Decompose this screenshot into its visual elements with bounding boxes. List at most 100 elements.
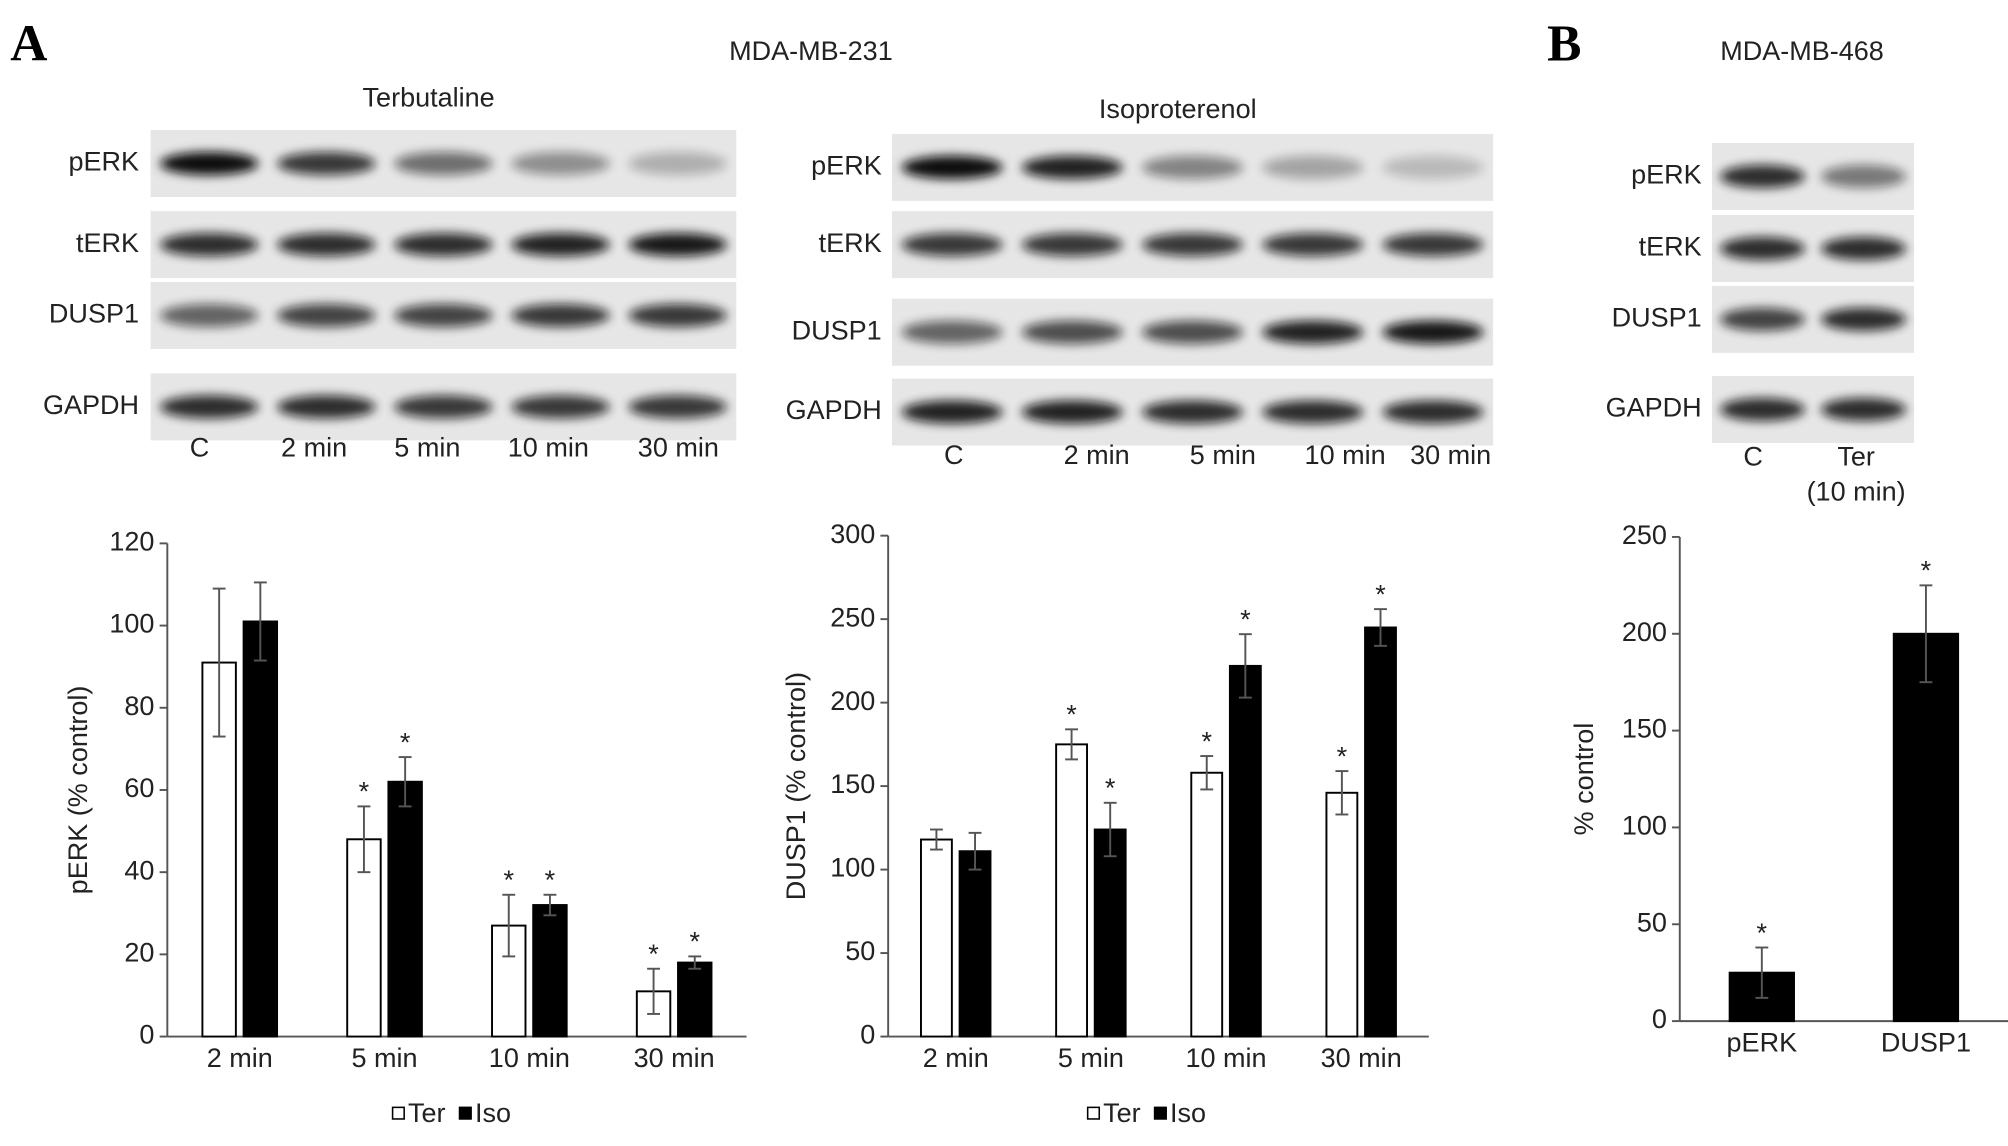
- y-tick-label: 50: [845, 936, 875, 966]
- blot-band: [394, 395, 493, 419]
- blot-title: Isoproterenol: [1099, 94, 1257, 124]
- x-tick-label: 30 min: [634, 1043, 715, 1073]
- x-tick-label: 2 min: [923, 1043, 989, 1073]
- error-bar: [357, 805, 371, 874]
- blot-band: [511, 395, 610, 419]
- error-bar: [502, 893, 516, 958]
- blot-band: [1142, 400, 1244, 424]
- panel-label: A: [10, 16, 47, 73]
- blot-row-label: GAPDH: [1606, 393, 1702, 423]
- blot-band: [1382, 233, 1484, 257]
- blot-band: [901, 400, 1003, 424]
- significance-mark: *: [1201, 726, 1212, 756]
- x-tick-label: 2 min: [207, 1043, 273, 1073]
- blot-band: [1021, 320, 1123, 344]
- bar: [958, 850, 992, 1038]
- lane-label: 2 min: [281, 433, 347, 463]
- significance-mark: *: [1757, 918, 1768, 948]
- y-tick-label: 200: [830, 686, 875, 716]
- y-tick-label: 100: [830, 853, 875, 883]
- blot-band: [1382, 320, 1484, 344]
- blot-band: [901, 320, 1003, 344]
- bar: [1228, 664, 1262, 1038]
- y-tick-label: 250: [1622, 520, 1667, 550]
- y-axis-label: DUSP1 (% control): [781, 672, 811, 900]
- blot-band: [1821, 397, 1906, 422]
- significance-mark: *: [1066, 700, 1077, 730]
- y-tick-label: 300: [830, 519, 875, 549]
- x-tick-label: pERK: [1727, 1027, 1798, 1057]
- y-tick-label: 100: [109, 609, 154, 639]
- blot-band: [628, 303, 727, 328]
- blot-band: [511, 151, 610, 176]
- legend-swatch: [1086, 1106, 1101, 1120]
- y-tick-label: 50: [1637, 907, 1667, 937]
- blot-band: [1142, 320, 1244, 344]
- bar: [1325, 791, 1359, 1038]
- error-bar: [647, 967, 661, 1015]
- error-bar: [1919, 584, 1933, 684]
- blot-band: [1262, 155, 1364, 179]
- error-bar: [1065, 728, 1079, 761]
- blot-row-label: pERK: [68, 147, 139, 177]
- blot-band: [277, 303, 376, 328]
- x-tick-label: 5 min: [352, 1043, 418, 1073]
- blot-row-label: tERK: [1639, 232, 1702, 262]
- bar: [1892, 632, 1960, 1023]
- y-tick-label: 0: [1652, 1004, 1667, 1034]
- y-tick-label: 200: [1622, 617, 1667, 647]
- significance-mark: *: [1105, 773, 1116, 803]
- blot-row-label: DUSP1: [1612, 302, 1702, 332]
- blot-band: [628, 395, 727, 419]
- blot-band: [159, 303, 259, 328]
- blot-band: [511, 233, 610, 257]
- significance-mark: *: [359, 777, 370, 807]
- blot-band: [1021, 233, 1123, 257]
- panel-title: MDA-MB-231: [729, 36, 893, 66]
- y-tick-label: 80: [124, 691, 154, 721]
- lane-label: 5 min: [394, 433, 460, 463]
- error-bar: [398, 756, 412, 808]
- blot-band: [511, 303, 610, 328]
- blot-row-label: DUSP1: [792, 315, 882, 345]
- y-tick-label: 150: [830, 769, 875, 799]
- blot-row-label: GAPDH: [43, 390, 139, 420]
- lane-label: C: [1743, 442, 1763, 472]
- legend-label: Ter: [408, 1098, 446, 1128]
- bar: [242, 620, 279, 1038]
- blot-band: [901, 155, 1003, 179]
- x-tick-label: DUSP1: [1881, 1027, 1971, 1057]
- y-tick-label: 150: [1622, 714, 1667, 744]
- error-bar: [543, 893, 557, 917]
- lane-label: 10 min: [508, 433, 589, 463]
- blot-band: [628, 233, 727, 257]
- x-tick-label: 10 min: [1185, 1043, 1266, 1073]
- lane-label: 30 min: [1410, 440, 1491, 470]
- error-bar: [688, 955, 702, 970]
- blot-band: [1142, 155, 1244, 179]
- error-bar: [1374, 608, 1387, 647]
- error-bar: [1755, 946, 1769, 999]
- error-bar: [253, 581, 267, 662]
- blot-band: [628, 151, 727, 176]
- blot-band: [277, 395, 376, 419]
- blot-band: [1382, 400, 1484, 424]
- y-axis-label: % control: [1569, 723, 1599, 836]
- panel-label: B: [1547, 16, 1581, 73]
- blot-band: [1720, 236, 1805, 261]
- lane-label: 2 min: [1064, 440, 1130, 470]
- blot-band: [159, 233, 259, 257]
- blot-band: [159, 151, 259, 176]
- blot-band: [1821, 307, 1906, 331]
- error-bar: [968, 831, 982, 871]
- y-tick-label: 0: [860, 1020, 875, 1050]
- bar: [1190, 771, 1224, 1038]
- lane-note: (10 min): [1807, 476, 1906, 506]
- legend-label: Iso: [1170, 1098, 1206, 1128]
- significance-mark: *: [504, 865, 515, 895]
- legend-swatch: [391, 1106, 405, 1120]
- y-tick-label: 250: [830, 602, 875, 632]
- bar: [920, 838, 953, 1038]
- blot-band: [1720, 164, 1805, 188]
